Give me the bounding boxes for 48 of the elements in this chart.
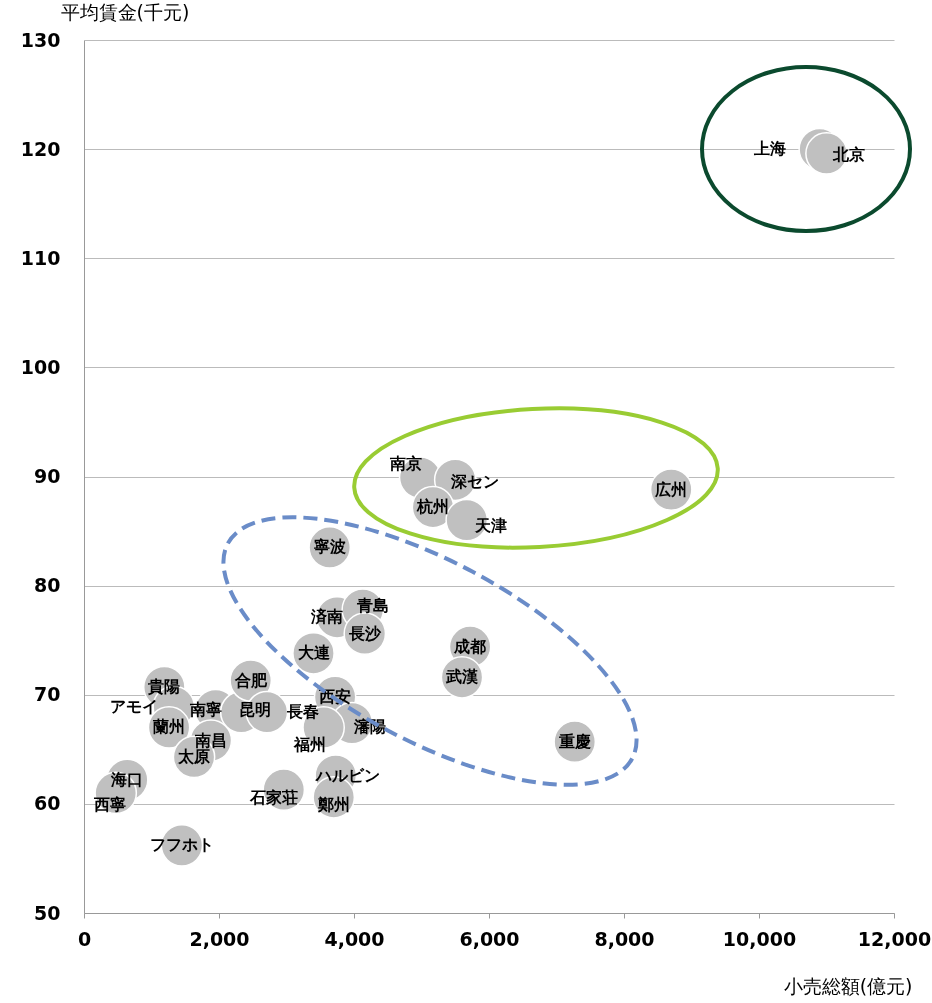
series-label: 済南 bbox=[310, 607, 344, 627]
series-label: 貴陽 bbox=[147, 677, 181, 697]
x-tick-label: 8,000 bbox=[594, 927, 655, 950]
series-label: 鄭州 bbox=[316, 795, 350, 815]
series-label: 深セン bbox=[450, 471, 500, 491]
series-label: 長春 bbox=[285, 702, 319, 722]
y-tick-label: 120 bbox=[20, 137, 61, 160]
series-label: 天津 bbox=[473, 516, 507, 536]
series-label: 北京 bbox=[831, 145, 865, 165]
y-tick-label: 60 bbox=[34, 792, 61, 815]
x-tick-label: 0 bbox=[77, 927, 92, 950]
y-tick-label: 70 bbox=[34, 683, 61, 706]
y-axis-title: 平均賃金(千元) bbox=[60, 0, 190, 23]
series-label: 南京 bbox=[389, 453, 423, 473]
series-label: 長沙 bbox=[347, 623, 382, 643]
x-tick-label: 2,000 bbox=[189, 927, 250, 950]
x-tick-label: 12,000 bbox=[857, 927, 932, 950]
x-tick-label: 10,000 bbox=[722, 927, 797, 950]
series-label: 石家荘 bbox=[248, 787, 298, 807]
series-label: 南昌 bbox=[193, 730, 227, 750]
series-label: 寧波 bbox=[312, 537, 346, 557]
series-label: 上海 bbox=[752, 139, 786, 159]
series-label: 成都 bbox=[453, 636, 487, 656]
series-label: 蘭州 bbox=[152, 717, 186, 737]
series-label: 大連 bbox=[297, 643, 330, 663]
y-tick-label: 100 bbox=[20, 355, 61, 378]
y-tick-label: 110 bbox=[20, 246, 61, 269]
series-label: 広州 bbox=[654, 479, 688, 499]
series-label: 青島 bbox=[355, 595, 389, 615]
series-label: フフホト bbox=[149, 835, 214, 855]
y-tick-label: 80 bbox=[34, 574, 61, 597]
series-label: 昆明 bbox=[239, 700, 272, 720]
x-axis-title: 小売総額(億元) bbox=[783, 974, 913, 997]
series-label: 南寧 bbox=[188, 700, 222, 720]
series-label: アモイ bbox=[109, 696, 158, 716]
series-label: 海口 bbox=[110, 769, 144, 789]
series-label: 西寧 bbox=[92, 794, 126, 814]
series-label: ハルビン bbox=[314, 765, 380, 785]
series-label: 福州 bbox=[292, 735, 326, 755]
series-label: 重慶 bbox=[557, 731, 591, 751]
series-label: 杭州 bbox=[415, 497, 449, 517]
series-label: 合肥 bbox=[233, 670, 268, 690]
y-tick-label: 130 bbox=[20, 28, 61, 51]
y-tick-label: 90 bbox=[34, 465, 61, 487]
y-tick-label: 50 bbox=[34, 901, 61, 924]
x-tick-label: 4,000 bbox=[324, 927, 385, 950]
x-tick-label: 6,000 bbox=[459, 927, 520, 950]
series-label: 武漢 bbox=[445, 667, 478, 687]
